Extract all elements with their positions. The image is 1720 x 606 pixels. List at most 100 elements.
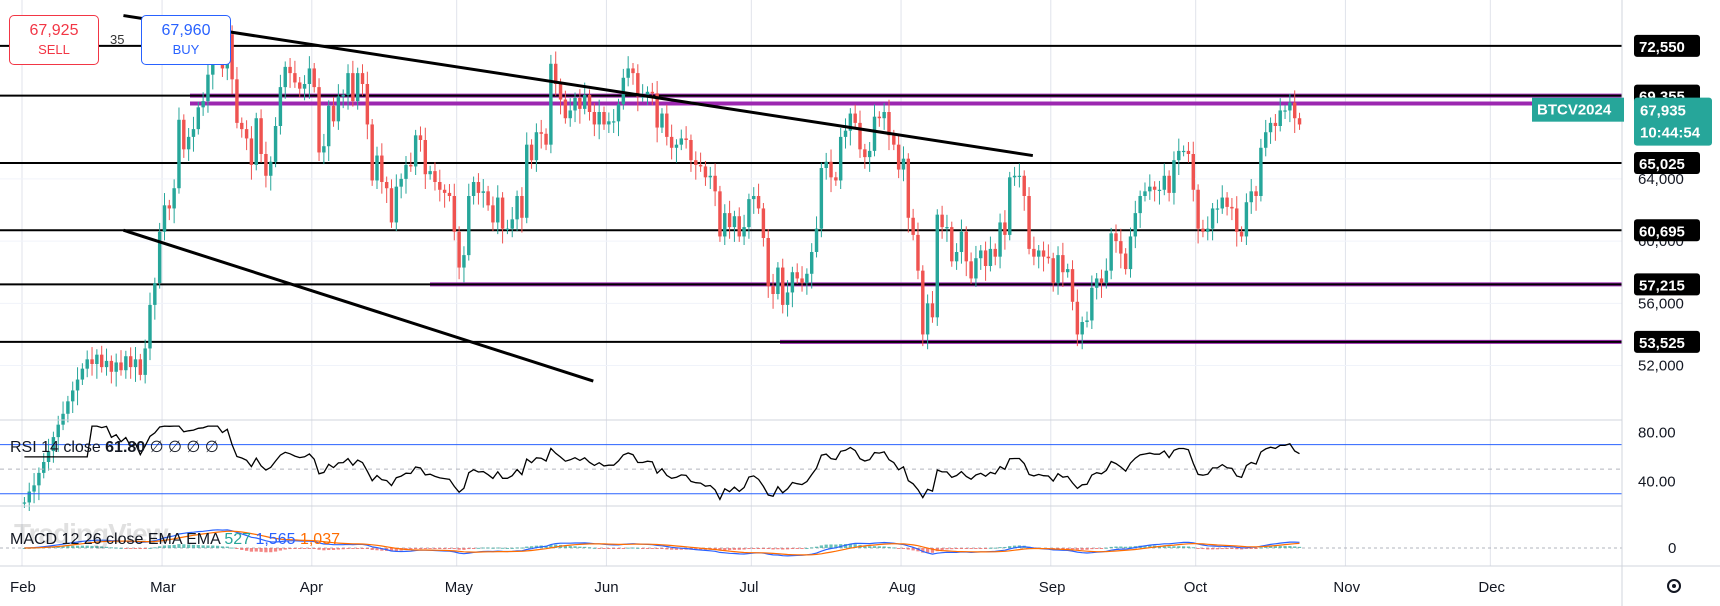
- macd-histogram-bar: [945, 548, 949, 550]
- settings-icon[interactable]: [1667, 579, 1681, 593]
- macd-histogram-bar: [1249, 548, 1253, 549]
- level-label-bg: [1634, 151, 1700, 174]
- candle: [95, 354, 99, 364]
- trendline-lower: [122, 228, 594, 383]
- candle: [114, 362, 118, 372]
- candle: [259, 118, 263, 154]
- macd-histogram-bar: [220, 546, 225, 548]
- month-label-sep: Sep: [1039, 579, 1066, 596]
- buy-button[interactable]: 67,960 BUY: [141, 15, 231, 65]
- macd-histogram-bar: [1085, 548, 1089, 550]
- rsi-empty-value: ∅: [182, 439, 200, 456]
- candle: [766, 238, 770, 287]
- candle: [389, 188, 394, 223]
- level-label-bg: [1634, 273, 1700, 296]
- candle: [1177, 150, 1181, 161]
- month-label-aug: Aug: [889, 579, 916, 596]
- candle: [887, 112, 891, 136]
- macd-histogram-bar: [882, 546, 886, 548]
- macd-tick-label: 0: [1668, 540, 1676, 557]
- macd-histogram-bar: [1191, 547, 1195, 549]
- macd-histogram-bar: [1196, 548, 1200, 549]
- candle: [592, 112, 597, 125]
- candle: [863, 149, 867, 158]
- candle: [370, 124, 374, 181]
- candle: [694, 160, 698, 165]
- macd-histogram-bar: [75, 545, 80, 548]
- macd-histogram-bar: [660, 548, 664, 550]
- candle: [1090, 287, 1094, 321]
- candle: [877, 116, 882, 119]
- candle: [433, 171, 437, 182]
- tradingview-logo: TradingView: [14, 518, 168, 549]
- candle: [529, 144, 534, 161]
- macd-histogram-bar: [877, 546, 881, 548]
- macd-histogram-bar: [756, 548, 761, 549]
- level-label: 60,695: [1639, 223, 1685, 240]
- macd-histogram-bar: [988, 547, 993, 549]
- macd-histogram-bar: [752, 548, 756, 549]
- macd-histogram-bar: [389, 548, 394, 552]
- month-label-jun: Jun: [594, 579, 618, 596]
- macd-histogram-bar: [636, 547, 640, 549]
- candle: [814, 228, 819, 252]
- candle: [1225, 197, 1229, 207]
- macd-histogram-bar: [1066, 548, 1070, 549]
- macd-histogram-bar: [906, 548, 910, 550]
- macd-histogram-bar: [853, 544, 857, 548]
- candle: [597, 112, 601, 125]
- candle: [1201, 228, 1205, 232]
- candle: [109, 360, 114, 372]
- price-tick-label: 76,000: [1638, 0, 1684, 1]
- candle: [1041, 250, 1046, 257]
- macd-histogram-bar: [172, 544, 176, 548]
- macd-histogram-bar: [273, 548, 278, 552]
- macd-histogram-bar: [1297, 546, 1302, 548]
- candle: [602, 112, 606, 125]
- candle: [568, 110, 572, 119]
- candle: [964, 231, 968, 262]
- macd-histogram-bar: [500, 547, 505, 549]
- candle: [293, 73, 297, 83]
- candle: [360, 73, 365, 84]
- candle: [993, 248, 997, 257]
- macd-histogram-bar: [829, 544, 833, 548]
- candle: [515, 196, 519, 220]
- macd-histogram-bar: [694, 548, 698, 550]
- candle: [375, 155, 379, 181]
- candle: [119, 362, 123, 371]
- symbol-name-bg: [1532, 97, 1624, 122]
- candle: [404, 164, 408, 179]
- candle: [1210, 208, 1215, 229]
- candle: [1230, 206, 1234, 209]
- candle: [549, 63, 553, 145]
- macd-histogram-bar: [1162, 545, 1166, 548]
- candle: [776, 267, 780, 294]
- macd-histogram-bar: [631, 547, 635, 549]
- macd-histogram-bar: [848, 543, 852, 548]
- macd-histogram-bar: [380, 548, 384, 551]
- macd-histogram-value: 527: [224, 531, 251, 548]
- macd-pane: MACD 12 26 close EMA EMA 527 1,565 1,037: [0, 505, 1720, 557]
- candle: [795, 272, 799, 279]
- month-label-apr: Apr: [300, 579, 323, 596]
- macd-histogram-bar: [1080, 548, 1084, 550]
- candle: [413, 135, 418, 167]
- candle: [940, 214, 944, 228]
- macd-histogram-bar: [187, 544, 191, 548]
- sell-button[interactable]: 67,925 SELL: [9, 15, 99, 65]
- candle: [983, 250, 988, 266]
- macd-histogram-bar: [336, 548, 340, 550]
- macd-histogram-bar: [90, 545, 94, 548]
- candle: [1196, 189, 1200, 229]
- candle: [1191, 154, 1195, 190]
- spread-value: 35: [110, 32, 125, 47]
- candle: [346, 73, 350, 95]
- candle: [520, 196, 524, 218]
- candle: [906, 158, 911, 218]
- candle: [182, 119, 186, 150]
- symbol-name: BTCV2024: [1537, 102, 1612, 119]
- macd-histogram-bar: [167, 545, 171, 548]
- candle: [896, 144, 901, 170]
